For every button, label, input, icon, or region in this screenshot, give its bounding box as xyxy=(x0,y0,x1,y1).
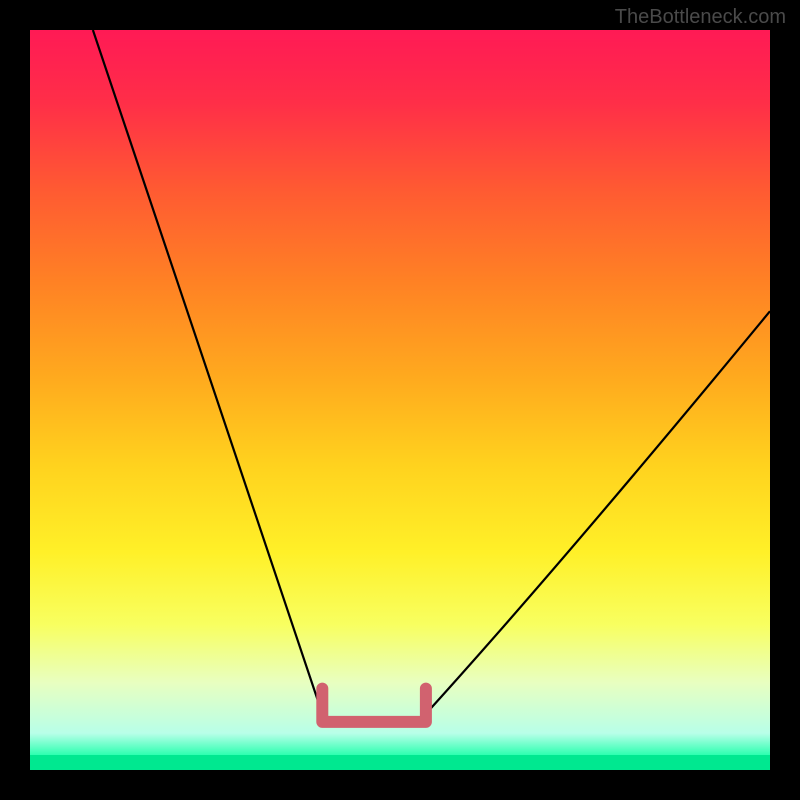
optimal-bracket xyxy=(322,689,426,722)
curve-layer xyxy=(30,30,770,770)
watermark-text: TheBottleneck.com xyxy=(615,6,786,29)
curve-left xyxy=(93,30,322,714)
curve-right xyxy=(426,311,770,714)
chart-plot-area xyxy=(30,30,770,770)
